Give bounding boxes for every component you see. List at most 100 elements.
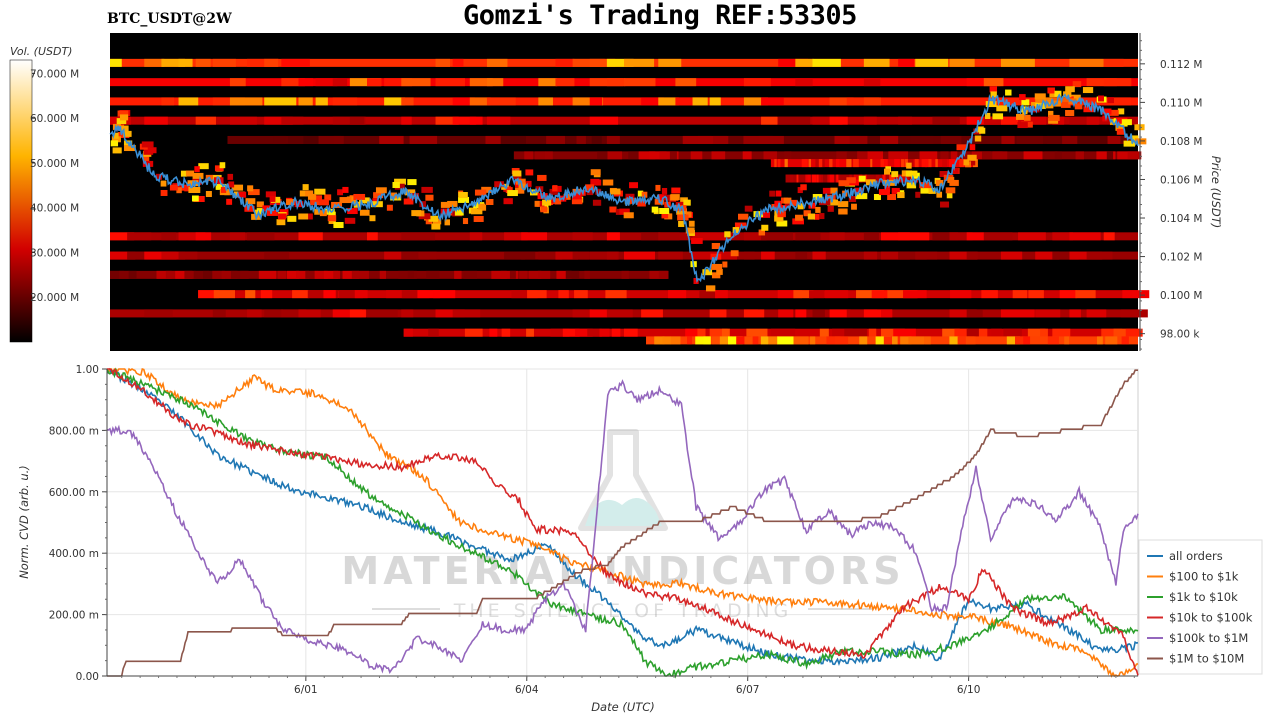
heatmap-cell: [812, 251, 826, 260]
heatmap-cell: [110, 232, 135, 241]
heatmap-cell: [678, 220, 685, 227]
heatmap-cell: [542, 199, 552, 206]
heatmap-cell: [485, 135, 502, 144]
heatmap-cell: [276, 219, 286, 226]
heatmap-cell: [606, 58, 634, 67]
heatmap-cell: [435, 116, 459, 125]
cvd-y-axis-label: Norm. CVD (arb. u.): [17, 465, 31, 579]
heatmap-cell: [606, 135, 620, 144]
heatmap-cell: [538, 78, 558, 87]
heatmap-cell: [659, 151, 679, 160]
heatmap-cell: [178, 232, 206, 241]
heatmap-cell: [758, 229, 766, 236]
heatmap-cell: [359, 209, 370, 216]
heatmap-cell: [119, 114, 129, 121]
heatmap-cell: [433, 290, 456, 299]
heatmap-cell: [575, 328, 593, 337]
heatmap-cell: [314, 208, 320, 215]
heatmap-cell: [110, 140, 119, 147]
heatmap-cell: [511, 290, 538, 299]
heatmap-cell: [1023, 114, 1031, 121]
heatmap-cell: [949, 309, 977, 318]
heatmap-cell: [848, 196, 857, 203]
heatmap-cell: [812, 309, 825, 318]
heatmap-cell: [373, 192, 384, 199]
heatmap-cell: [966, 328, 984, 337]
heatmap-cell: [834, 336, 849, 345]
heatmap-cell: [783, 197, 792, 204]
heatmap-cell: [935, 179, 944, 186]
heatmap-cell: [611, 328, 621, 337]
heatmap-cell: [743, 135, 773, 144]
heatmap-cell: [1023, 151, 1043, 160]
heatmap-cell: [521, 232, 548, 241]
heatmap-cell: [928, 187, 936, 194]
heatmap-cell: [949, 251, 978, 260]
heatmap-cell: [898, 175, 909, 182]
heatmap-cell: [296, 270, 310, 279]
heatmap-cell: [624, 251, 656, 260]
heatmap-cell: [985, 101, 997, 108]
heatmap-cell: [494, 181, 504, 188]
heatmap-cell: [796, 174, 799, 183]
heatmap-cell: [658, 251, 683, 260]
heatmap-cell: [654, 336, 665, 345]
heatmap-cell: [418, 213, 431, 220]
heatmap-cell: [814, 213, 820, 220]
heatmap-cell: [624, 78, 656, 87]
heatmap-cell: [829, 174, 834, 183]
heatmap-cell: [778, 58, 809, 67]
heatmap-cell: [462, 218, 469, 225]
heatmap-cell: [873, 194, 881, 201]
heatmap-cell: [307, 290, 339, 299]
heatmap-cell: [990, 91, 997, 98]
heatmap-cell: [574, 290, 588, 299]
heatmap-cell: [401, 251, 430, 260]
heatmap-cell: [264, 97, 297, 106]
heatmap-cell: [797, 187, 803, 194]
heatmap-cell: [1060, 101, 1071, 108]
heatmap-cell: [526, 328, 534, 337]
heatmap-cell: [185, 170, 195, 177]
heatmap-cell: [431, 223, 441, 230]
heatmap-cell: [981, 151, 1003, 160]
heatmap-cell: [421, 186, 433, 193]
heatmap-cell: [818, 159, 823, 168]
heatmap-cell: [144, 309, 173, 318]
heatmap-cell: [810, 336, 816, 345]
heatmap-cell: [161, 232, 177, 241]
heatmap-cell: [711, 272, 721, 279]
heatmap-cell: [961, 151, 971, 160]
heatmap-cell: [637, 200, 646, 207]
heatmap-cell: [589, 97, 603, 106]
heatmap-cell: [903, 290, 927, 299]
heatmap-cell: [822, 174, 828, 183]
heatmap-cell: [359, 197, 370, 204]
heatmap-cell: [844, 328, 867, 337]
heatmap-cell: [776, 220, 788, 227]
heatmap-cell: [144, 58, 165, 67]
heatmap-cell: [558, 290, 569, 299]
heatmap-cell: [808, 159, 812, 168]
heatmap-cell: [556, 270, 572, 279]
heatmap-cell: [914, 159, 919, 168]
heatmap-cell: [795, 214, 803, 221]
heatmap-cell: [965, 336, 976, 345]
heatmap-cell: [793, 336, 809, 345]
heatmap-cell: [155, 173, 163, 180]
heatmap-cell: [440, 201, 450, 208]
heatmap-cell: [910, 135, 934, 144]
heatmap-cell: [892, 336, 898, 345]
heatmap-cell: [229, 116, 257, 125]
heatmap-cell: [651, 206, 659, 213]
heatmap-cell: [824, 290, 849, 299]
heatmap-cell: [572, 232, 593, 241]
price-line: [109, 93, 1139, 283]
heatmap-cell: [147, 147, 157, 154]
heatmap-cell: [778, 309, 794, 318]
heatmap-cell: [1098, 95, 1104, 102]
heatmap-cell: [830, 187, 838, 194]
heatmap-cell: [983, 232, 1013, 241]
heatmap-cell: [262, 205, 271, 212]
